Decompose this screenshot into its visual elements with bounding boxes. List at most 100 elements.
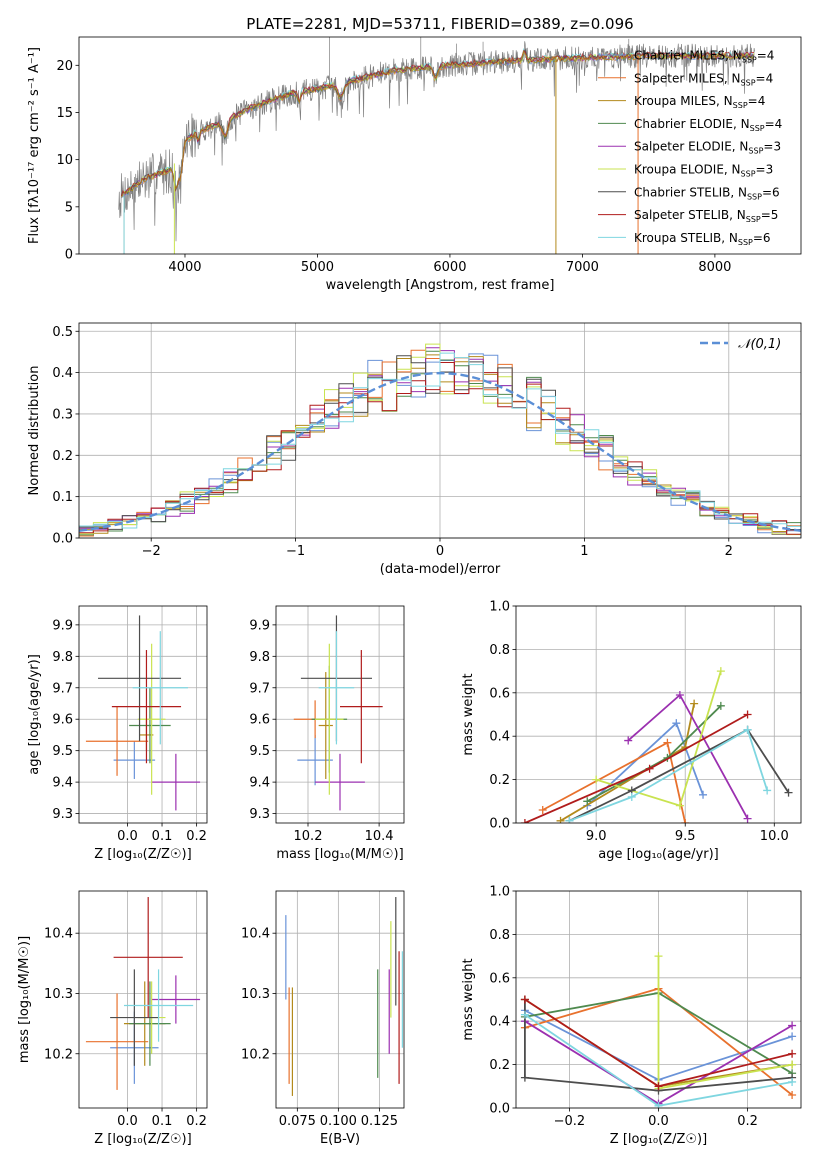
age-vs-z-frame-rect [78,605,208,824]
mass-vs-z-xtick-label-2: 0.2 [186,1114,207,1129]
residuals-xtick-label-2: 0 [436,544,444,559]
mass-weight-vs-age-marker-7-2 [743,710,752,719]
spectrum-frame-rect [78,36,802,255]
spectrum-legend-label-2: Kroupa MILES, NSSP=4 [634,94,765,110]
age-vs-mass-ytick-label-6: 9.9 [249,618,270,633]
mass-weight-vs-z-frame: −0.2 0.0 0.2 0.0 0.2 0.4 0.6 0.8 1.0 Z [log₁₀(Z/Z… [489,885,802,1147]
spectrum-legend-label-6: Chabrier STELIB, NSSP=6 [634,185,780,201]
mass-weight-vs-age-marker-5-2 [716,667,725,676]
mass-vs-z-xtick-label-0: 0.0 [117,1114,138,1129]
mass-weight-vs-z-marker-5-0 [654,952,663,961]
mass-weight-vs-z-xtick-label-2: 0.2 [737,1114,758,1129]
mass-weight-vs-z-series-line-6 [524,999,793,1092]
residuals-plot-area [79,343,801,538]
mass-weight-vs-z-plot-area [520,952,797,1108]
mass-vs-z-ylabel: mass [log₁₀(M/M☉)] [17,936,32,1063]
residuals-ytick-label-0: 0.0 [52,532,73,547]
residuals-frame: −2 −1 0 1 2 0.0 0.1 0.2 0.3 0.4 0.5 (data-model)/er… [52,322,802,577]
residuals-xtick-label-0: −2 [142,544,161,559]
mass-weight-vs-age-marker-3-2 [716,701,725,710]
mass-weight-vs-age-marker-8-2 [743,725,752,734]
age-vs-mass-ytick-label-1: 9.4 [249,776,270,791]
mass-weight-vs-age-marker-5-1 [675,801,684,810]
residuals-xlabel: (data-model)/error [380,562,501,577]
mass-weight-vs-age-marker-3-0 [583,797,592,806]
mass-weight-vs-z-ytick-label-3: 0.6 [489,971,510,986]
mass-weight-vs-age-ylabel: mass weight [461,673,476,755]
age-vs-z-plot-area [85,615,201,811]
mass-vs-z-xlabel: Z [log₁₀(Z/Z☉)] [94,1132,191,1147]
age-vs-z-frame: 0.0 0.1 0.2 9.3 9.4 9.5 9.6 9.7 9.8 9.9 Z [log₁₀(Z… [52,605,208,862]
spectrum-plot-area [118,37,755,254]
mass-weight-vs-age-plot-area [520,667,793,823]
mass-weight-vs-age-marker-2-2 [690,699,699,708]
mass-weight-vs-age-marker-0-2 [699,790,708,799]
mass-vs-ebv-ytick-label-2: 10.4 [241,927,270,942]
age-vs-mass-xtick-label-0: 10.2 [294,829,323,844]
mass-weight-vs-age-ytick-label-2: 0.4 [489,730,510,745]
spectrum-frame: 4000 5000 6000 7000 8000 0 5 10 15 20 wavelength [… [56,36,802,293]
age-vs-mass-ytick-label-2: 9.5 [249,744,270,759]
mass-weight-vs-age-series-line-5 [595,670,722,807]
mass-weight-vs-z-series-line-5 [657,956,793,1090]
mass-weight-vs-z-xlabel: Z [log₁₀(Z/Z☉)] [610,1132,707,1147]
mass-weight-vs-z-xtick-label-1: 0.0 [648,1114,669,1129]
age-vs-mass-xtick-label-1: 10.4 [365,829,394,844]
mass-weight-vs-age-marker-4-0 [624,736,633,745]
age-vs-mass-plot-area [293,615,383,811]
spectrum-model-line-2 [121,50,755,198]
spectrum-ytick-label-0: 0 [65,248,73,263]
age-vs-mass-ytick-label-3: 9.6 [249,713,270,728]
mass-weight-vs-z-marker-7-2 [788,1049,797,1058]
mass-vs-ebv-frame: 0.075 0.100 0.125 10.2 10.3 10.4 E(B-V) [241,890,405,1147]
mass-vs-z-ytick-label-1: 10.3 [44,987,73,1002]
spectrum-xtick-label-0: 4000 [168,260,201,275]
mass-weight-vs-z-marker-6-1 [520,1073,529,1082]
mass-vs-ebv-axes [276,891,404,1108]
mass-weight-vs-z-xtick-label-0: −0.2 [554,1114,586,1129]
age-vs-z-xlabel: Z [log₁₀(Z/Z☉)] [94,847,191,862]
mass-vs-ebv-ytick-label-1: 10.3 [241,987,270,1002]
residuals-ytick-label-3: 0.3 [52,407,73,422]
mass-weight-vs-age-marker-4-2 [743,814,752,823]
mass-weight-vs-z-ytick-label-5: 1.0 [489,885,510,900]
mass-weight-vs-z-ytick-label-4: 0.8 [489,928,510,943]
residuals-ytick-label-1: 0.1 [52,490,73,505]
mass-weight-vs-age-marker-1-0 [538,805,547,814]
age-vs-z-xtick-label-0: 0.0 [117,829,138,844]
age-vs-z-ytick-label-1: 9.4 [52,776,73,791]
mass-vs-z-ytick-label-2: 10.4 [44,927,73,942]
age-vs-mass-ytick-label-5: 9.8 [249,650,270,665]
mass-weight-vs-age-series-line-6 [569,728,790,822]
mass-vs-z-ytick-label-0: 10.2 [44,1047,73,1062]
mass-vs-ebv-xtick-label-1: 0.100 [320,1114,357,1129]
mass-weight-vs-age-marker-4-1 [675,690,684,699]
mass-weight-vs-age-marker-1-1 [663,738,672,747]
mass-vs-z-xtick-label-1: 0.1 [152,1114,173,1129]
mass-weight-vs-age-frame-rect [515,605,802,824]
mass-weight-vs-age-marker-5-0 [592,775,601,784]
mass-weight-vs-z-marker-7-0 [520,995,529,1004]
age-vs-z-axes [79,606,207,823]
mass-weight-vs-z-marker-8-2 [788,1077,797,1086]
age-vs-mass-xlabel: mass [log₁₀(M/M☉)] [276,847,403,862]
mass-weight-vs-z-ytick-label-0: 0.0 [489,1102,510,1117]
mass-weight-vs-age-marker-8-1 [627,792,636,801]
spectrum-legend-label-1: Salpeter MILES, NSSP=4 [634,71,773,87]
residuals-xtick-label-4: 2 [725,544,733,559]
mass-weight-vs-age-ytick-label-3: 0.6 [489,686,510,701]
age-vs-z-xtick-label-1: 0.1 [152,829,173,844]
mass-weight-vs-z-ylabel: mass weight [461,958,476,1040]
mass-vs-ebv-frame-rect [275,890,405,1109]
mass-weight-vs-age-xtick-label-2: 10.0 [760,829,789,844]
mass-weight-vs-age-series-line-0 [586,721,704,807]
mass-weight-vs-z-marker-8-0 [520,1010,529,1019]
mass-weight-vs-z-marker-7-1 [654,1082,663,1091]
mass-vs-ebv-xtick-label-2: 0.125 [361,1114,398,1129]
mass-weight-vs-z-ytick-label-1: 0.2 [489,1058,510,1073]
residuals-xtick-label-1: −1 [286,544,305,559]
age-vs-z-ytick-label-4: 9.7 [52,681,73,696]
spectrum-legend-label-8: Kroupa STELIB, NSSP=6 [634,231,771,247]
mass-vs-ebv-xlabel: E(B-V) [320,1132,360,1147]
mass-weight-vs-age-series-line-8 [569,728,769,822]
